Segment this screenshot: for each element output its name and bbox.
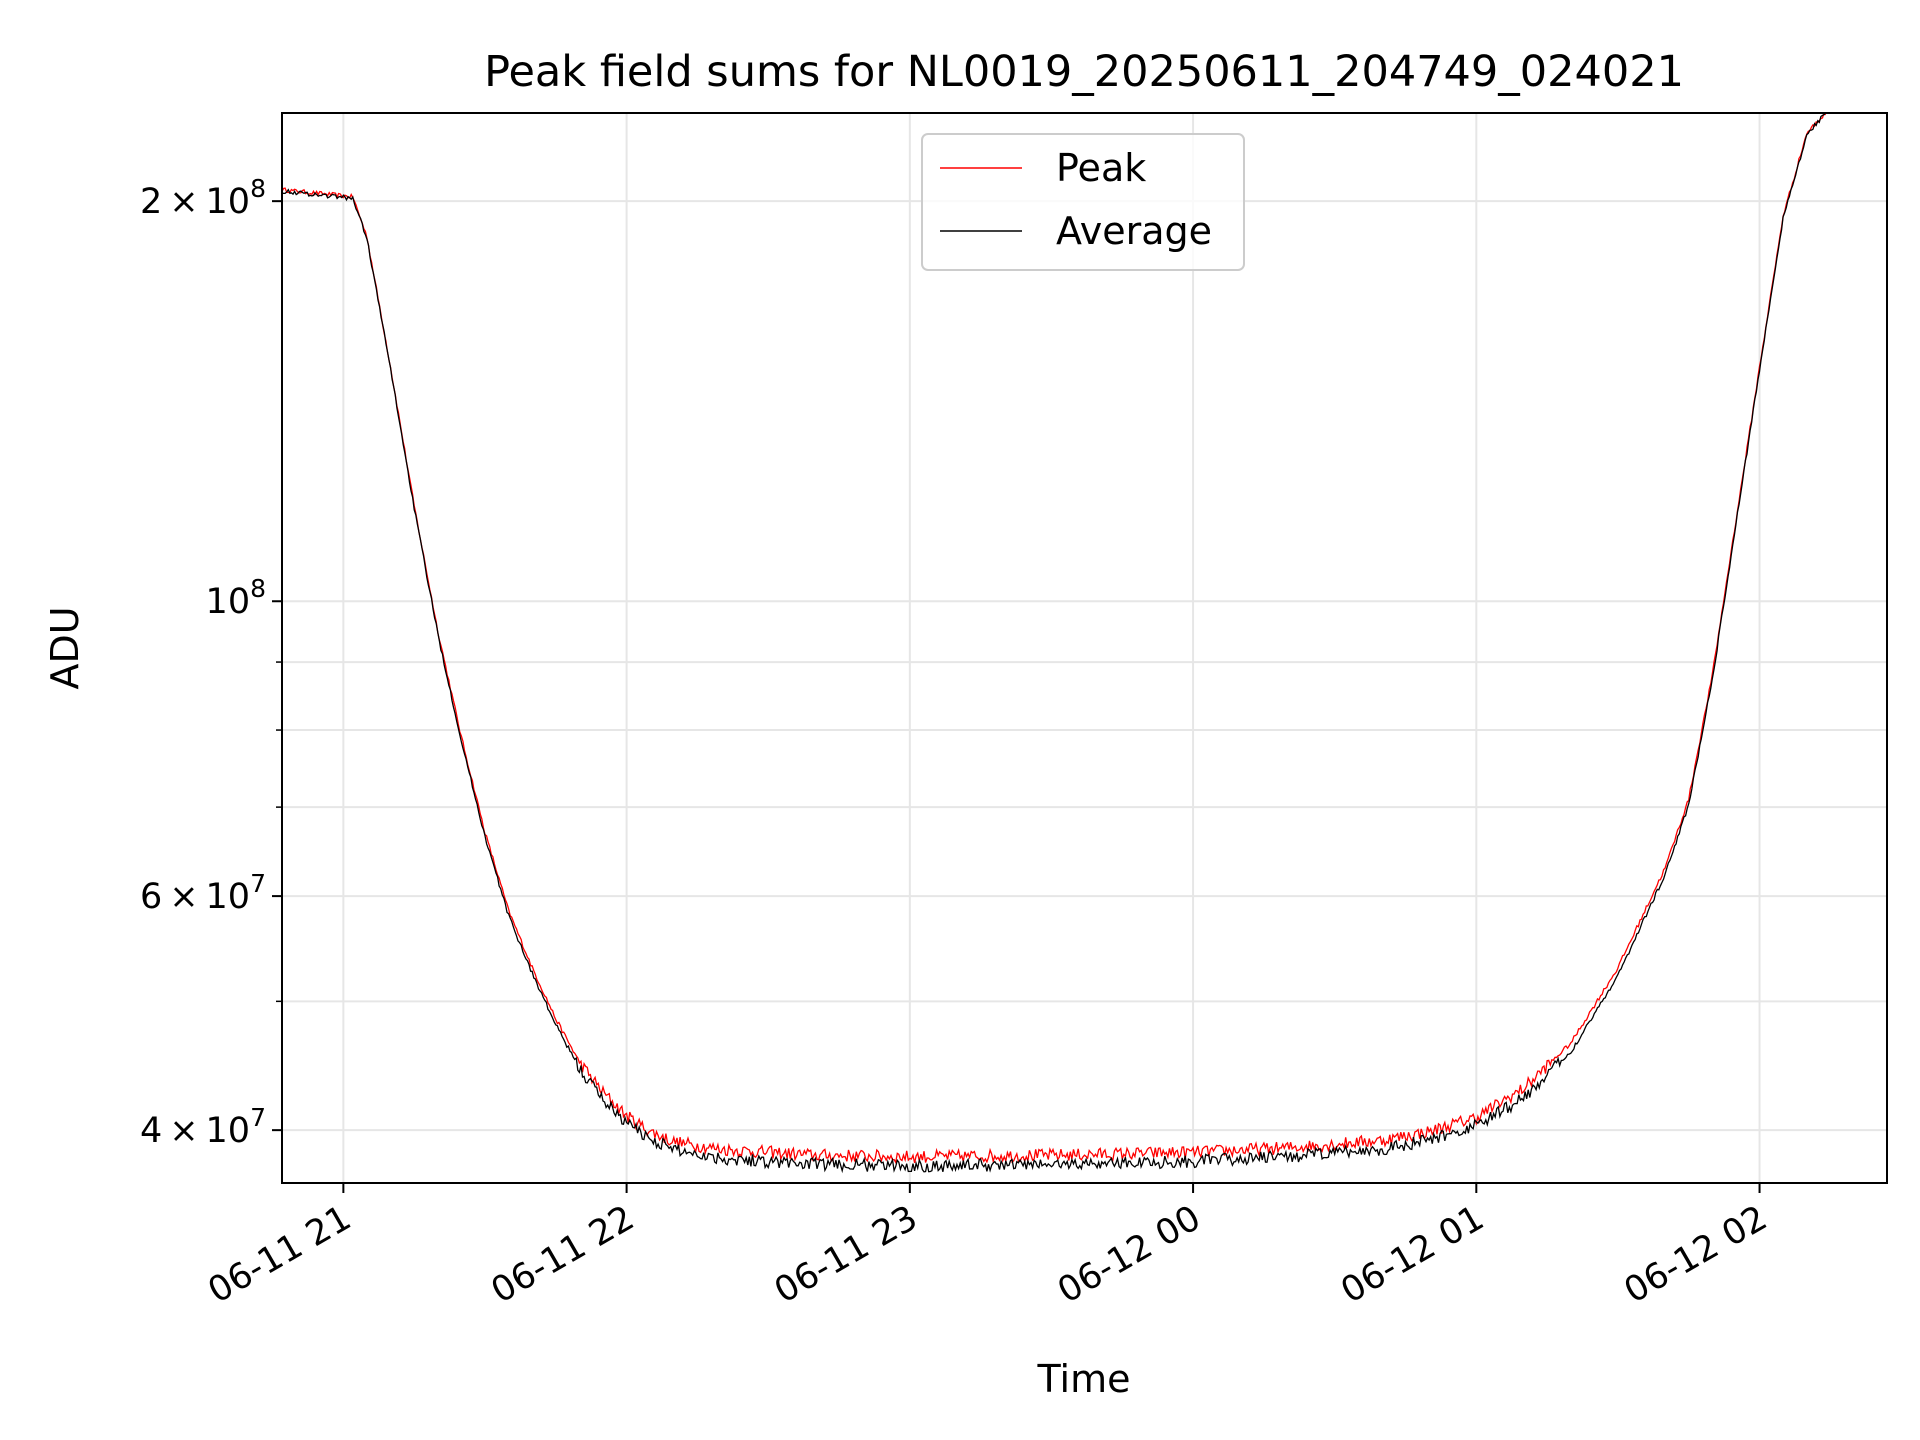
series-line-average (282, 113, 1826, 1174)
y-tick-label: 4 × 107 (140, 1103, 266, 1151)
y-axis-label: ADU (43, 606, 87, 689)
chart-title: Peak field sums for NL0019_20250611_2047… (484, 47, 1684, 97)
y-tick-label: 2 × 108 (140, 174, 266, 222)
plot-frame (281, 112, 1888, 1184)
legend-label-peak: Peak (1056, 146, 1146, 190)
series-layer (282, 113, 1827, 1174)
legend-label-average: Average (1056, 209, 1212, 253)
legend: Peak Average (921, 133, 1245, 271)
x-axis-label: Time (1037, 1357, 1131, 1401)
series-line-peak (282, 113, 1827, 1165)
y-tick-label: 108 (206, 574, 266, 622)
y-tick-label: 6 × 107 (140, 869, 266, 917)
grid (282, 113, 1887, 1183)
